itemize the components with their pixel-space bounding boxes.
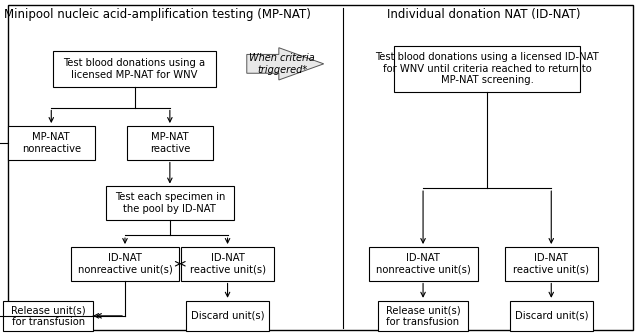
Text: Minipool nucleic acid-amplification testing (MP-NAT): Minipool nucleic acid-amplification test… [4,8,310,22]
Text: ID-NAT
nonreactive unit(s): ID-NAT nonreactive unit(s) [376,253,470,275]
Text: Individual donation NAT (ID-NAT): Individual donation NAT (ID-NAT) [387,8,581,22]
Bar [127,126,213,160]
Text: Test blood donations using a
licensed MP-NAT for WNV: Test blood donations using a licensed MP… [63,58,206,80]
Bar [378,301,468,331]
Bar [8,126,95,160]
Text: Discard unit(s): Discard unit(s) [515,311,588,321]
Bar [181,247,274,281]
Bar [369,247,478,281]
Text: MP-NAT
nonreactive: MP-NAT nonreactive [22,132,81,154]
Text: Test each specimen in
the pool by ID-NAT: Test each specimen in the pool by ID-NAT [115,193,225,214]
Text: ID-NAT
reactive unit(s): ID-NAT reactive unit(s) [513,253,589,275]
Text: Release unit(s)
for transfusion: Release unit(s) for transfusion [11,305,85,327]
Text: MP-NAT
reactive: MP-NAT reactive [150,132,190,154]
Bar [186,301,269,331]
Text: ID-NAT
nonreactive unit(s): ID-NAT nonreactive unit(s) [78,253,172,275]
Text: Discard unit(s): Discard unit(s) [191,311,264,321]
Text: Test blood donations using a licensed ID-NAT
for WNV until criteria reached to r: Test blood donations using a licensed ID… [375,52,599,85]
Text: ID-NAT
reactive unit(s): ID-NAT reactive unit(s) [190,253,265,275]
Bar [394,46,580,92]
Bar [510,301,593,331]
Bar [505,247,597,281]
Text: When criteria
triggered*: When criteria triggered* [249,53,315,75]
Text: Release unit(s)
for transfusion: Release unit(s) for transfusion [386,305,460,327]
Bar [53,51,217,86]
Polygon shape [247,48,324,80]
Bar [3,301,93,331]
Bar [71,247,179,281]
Bar [106,186,234,220]
